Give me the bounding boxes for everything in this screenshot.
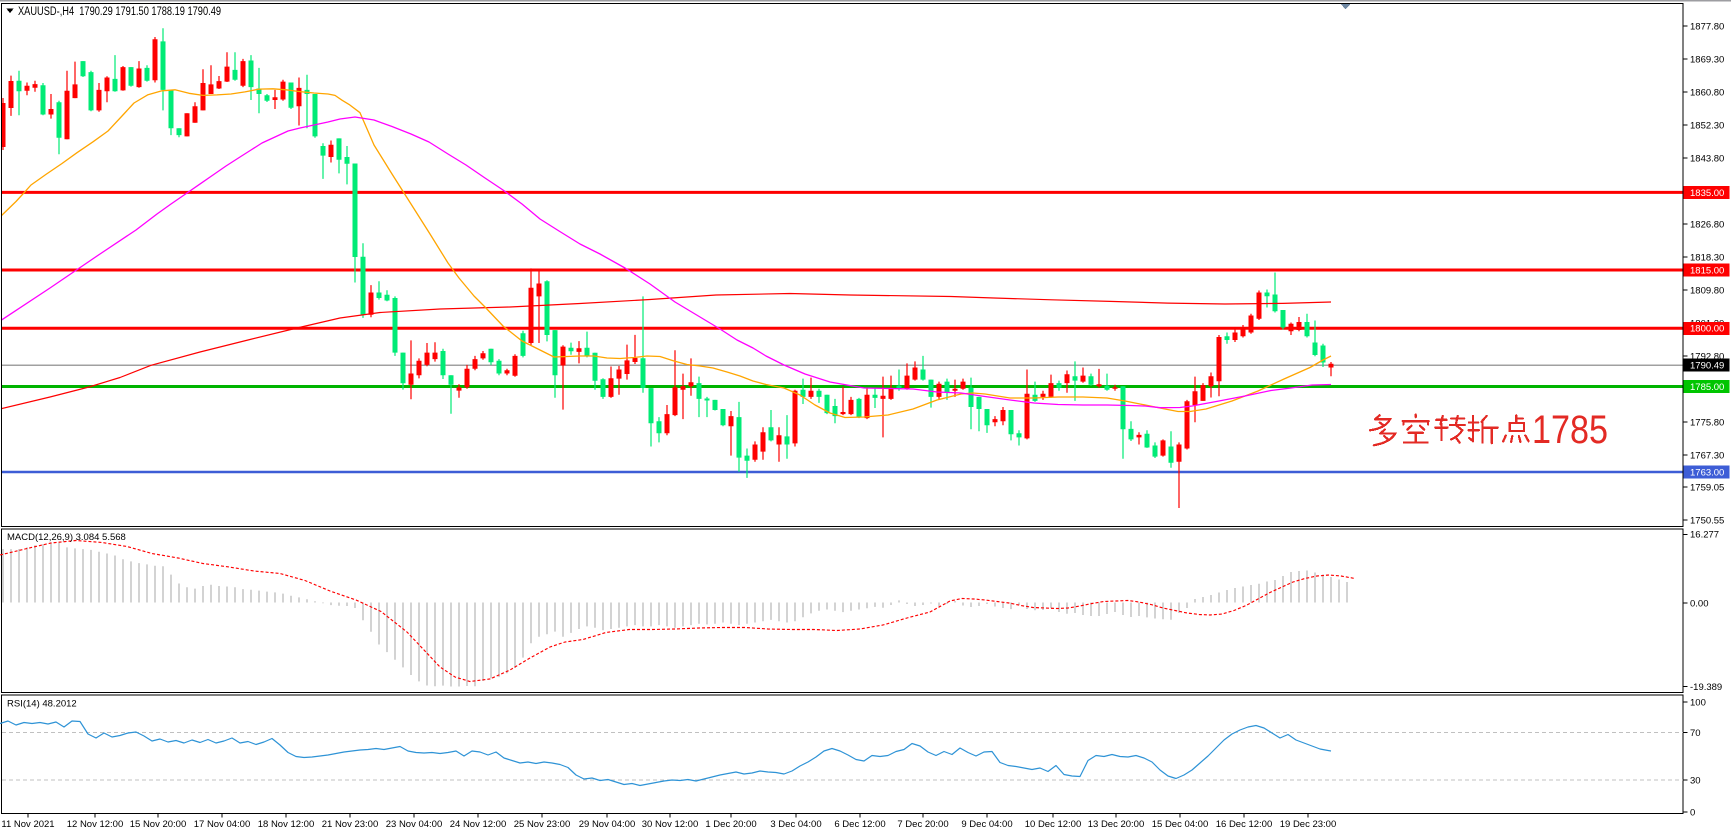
svg-text:1790.49: 1790.49 xyxy=(1690,361,1724,372)
svg-text:16.277: 16.277 xyxy=(1690,530,1719,541)
svg-text:1785: 1785 xyxy=(1532,408,1608,452)
svg-text:1750.55: 1750.55 xyxy=(1690,516,1724,527)
svg-text:100: 100 xyxy=(1690,697,1706,708)
svg-text:11 Nov 2021: 11 Nov 2021 xyxy=(1,819,54,830)
svg-text:1809.80: 1809.80 xyxy=(1690,286,1724,297)
svg-text:1843.80: 1843.80 xyxy=(1690,154,1724,165)
svg-text:-19.389: -19.389 xyxy=(1690,682,1722,693)
svg-text:0: 0 xyxy=(1690,807,1695,818)
svg-text:16 Dec 12:00: 16 Dec 12:00 xyxy=(1216,819,1273,830)
svg-text:70: 70 xyxy=(1690,728,1701,739)
svg-text:6 Dec 12:00: 6 Dec 12:00 xyxy=(834,819,885,830)
svg-text:18 Nov 12:00: 18 Nov 12:00 xyxy=(258,819,315,830)
svg-text:15 Nov 20:00: 15 Nov 20:00 xyxy=(130,819,187,830)
svg-text:XAUUSD-,H4 1790.29 1791.50 17: XAUUSD-,H4 1790.29 1791.50 1788.19 1790.… xyxy=(18,6,221,18)
svg-text:1860.80: 1860.80 xyxy=(1690,88,1724,99)
svg-text:23 Nov 04:00: 23 Nov 04:00 xyxy=(386,819,443,830)
svg-text:1877.80: 1877.80 xyxy=(1690,22,1724,33)
svg-text:17 Nov 04:00: 17 Nov 04:00 xyxy=(194,819,251,830)
svg-text:24 Nov 12:00: 24 Nov 12:00 xyxy=(450,819,507,830)
svg-text:30: 30 xyxy=(1690,776,1701,787)
svg-text:9 Dec 04:00: 9 Dec 04:00 xyxy=(961,819,1012,830)
svg-text:1815.00: 1815.00 xyxy=(1690,265,1724,276)
svg-text:1869.30: 1869.30 xyxy=(1690,55,1724,66)
svg-text:25 Nov 23:00: 25 Nov 23:00 xyxy=(514,819,571,830)
svg-text:1792.80: 1792.80 xyxy=(1690,352,1724,363)
svg-text:19 Dec 23:00: 19 Dec 23:00 xyxy=(1280,819,1337,830)
svg-text:1785.00: 1785.00 xyxy=(1690,382,1724,393)
svg-text:RSI(14) 48.2012: RSI(14) 48.2012 xyxy=(7,699,77,710)
svg-text:30 Nov 12:00: 30 Nov 12:00 xyxy=(642,819,699,830)
svg-text:1835.00: 1835.00 xyxy=(1690,188,1724,199)
svg-text:1818.30: 1818.30 xyxy=(1690,253,1724,264)
svg-text:3 Dec 04:00: 3 Dec 04:00 xyxy=(770,819,821,830)
svg-text:12 Nov 12:00: 12 Nov 12:00 xyxy=(67,819,124,830)
svg-text:1775.80: 1775.80 xyxy=(1690,418,1724,429)
svg-text:7 Dec 20:00: 7 Dec 20:00 xyxy=(897,819,948,830)
svg-text:1852.30: 1852.30 xyxy=(1690,121,1724,132)
svg-text:1800.00: 1800.00 xyxy=(1690,324,1724,335)
svg-text:10 Dec 12:00: 10 Dec 12:00 xyxy=(1025,819,1082,830)
svg-text:MACD(12,26,9) 3.084 5.568: MACD(12,26,9) 3.084 5.568 xyxy=(7,532,126,543)
svg-text:1 Dec 20:00: 1 Dec 20:00 xyxy=(705,819,756,830)
svg-text:1767.30: 1767.30 xyxy=(1690,451,1724,462)
svg-text:1763.00: 1763.00 xyxy=(1690,467,1724,478)
svg-text:29 Nov 04:00: 29 Nov 04:00 xyxy=(579,819,636,830)
svg-text:21 Nov 23:00: 21 Nov 23:00 xyxy=(322,819,379,830)
svg-text:1759.05: 1759.05 xyxy=(1690,483,1724,494)
svg-text:13 Dec 20:00: 13 Dec 20:00 xyxy=(1088,819,1145,830)
svg-text:15 Dec 04:00: 15 Dec 04:00 xyxy=(1152,819,1209,830)
svg-text:0.00: 0.00 xyxy=(1690,598,1709,609)
svg-text:1826.80: 1826.80 xyxy=(1690,220,1724,231)
